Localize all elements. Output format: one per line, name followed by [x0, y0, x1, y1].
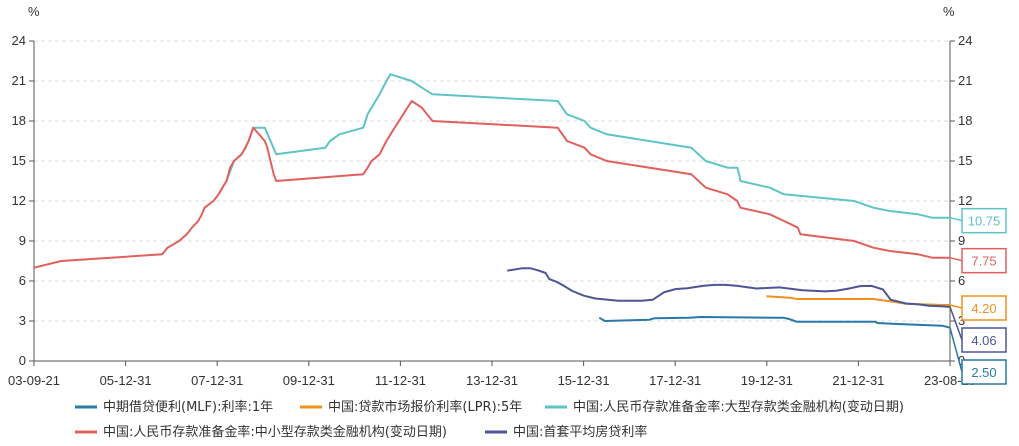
y-tick-label-left: 0 — [19, 353, 26, 368]
y-tick-label-left: 12 — [12, 193, 26, 208]
end-tag-label: 7.75 — [971, 254, 996, 269]
end-tag-label: 10.75 — [968, 214, 1001, 229]
legend-label: 中国:人民币存款准备金率:中小型存款类金融机构(变动日期) — [103, 424, 447, 440]
y-tick-label-left: 24 — [12, 33, 26, 48]
legend-item-3: 中国:人民币存款准备金率:中小型存款类金融机构(变动日期) — [75, 424, 447, 440]
end-tag-box — [961, 207, 1007, 234]
legend-label: 中国:首套平均房贷利率 — [513, 424, 647, 440]
series-line-0 — [598, 316, 951, 329]
end-tag-box — [961, 247, 1007, 274]
end-tag-pointer — [949, 256, 963, 262]
y-tick-label-left: 18 — [12, 113, 26, 128]
x-tick-label: 05-12-31 — [100, 373, 152, 388]
x-tick-label: 03-09-21 — [8, 373, 60, 388]
legend-item-0: 中期借贷便利(MLF):利率:1年 — [75, 399, 273, 415]
legend-item-1: 中国:贷款市场报价利率(LPR):5年 — [300, 399, 522, 415]
series-line-3 — [33, 100, 950, 269]
y-tick-label-left: 9 — [19, 233, 26, 248]
y-tick-label-right: 9 — [958, 233, 965, 248]
x-tick-label: 17-12-31 — [649, 373, 701, 388]
end-tag-label: 2.50 — [971, 365, 996, 380]
end-tag-box — [961, 295, 1007, 321]
y-tick-label-left: 15 — [12, 153, 26, 168]
end-tag-label: 4.20 — [971, 301, 996, 316]
y-tick-label-left: 6 — [19, 273, 26, 288]
y-tick-label-right: 24 — [958, 33, 972, 48]
end-tag-box — [961, 327, 1007, 353]
x-tick-label: 19-12-31 — [741, 373, 793, 388]
y-tick-label-right: 6 — [958, 273, 965, 288]
y-unit-left: % — [28, 4, 40, 19]
end-tag-box — [961, 359, 1007, 385]
y-tick-label-left: 21 — [12, 73, 26, 88]
y-unit-right: % — [943, 4, 955, 19]
end-tag-pointer — [949, 304, 963, 309]
end-tag-pointer — [949, 306, 963, 341]
legend-item-4: 中国:首套平均房贷利率 — [485, 424, 647, 440]
end-tag-pointer — [949, 216, 963, 222]
series-line-1 — [766, 295, 950, 306]
legend-label: 中国:人民币存款准备金率:大型存款类金融机构(变动日期) — [573, 399, 904, 415]
x-tick-label: 07-12-31 — [191, 373, 243, 388]
y-tick-label-right: 12 — [958, 193, 972, 208]
end-tag-pointer — [949, 327, 963, 373]
legend-label: 中期借贷便利(MLF):利率:1年 — [103, 399, 273, 415]
y-tick-label-right: 15 — [958, 153, 972, 168]
series-line-2 — [217, 73, 950, 219]
y-tick-label-right: 18 — [958, 113, 972, 128]
series-line-4 — [507, 267, 951, 308]
y-tick-label-left: 3 — [19, 313, 26, 328]
x-tick-label: 09-12-31 — [283, 373, 335, 388]
x-tick-label: 11-12-31 — [375, 373, 426, 388]
x-tick-label: 15-12-31 — [558, 373, 610, 388]
legend-item-2: 中国:人民币存款准备金率:大型存款类金融机构(变动日期) — [545, 399, 904, 415]
y-tick-label-right: 21 — [958, 73, 972, 88]
end-tag-label: 4.06 — [971, 333, 996, 348]
legend-label: 中国:贷款市场报价利率(LPR):5年 — [328, 399, 522, 415]
x-tick-label: 21-12-31 — [832, 373, 884, 388]
x-tick-label: 13-12-31 — [466, 373, 518, 388]
